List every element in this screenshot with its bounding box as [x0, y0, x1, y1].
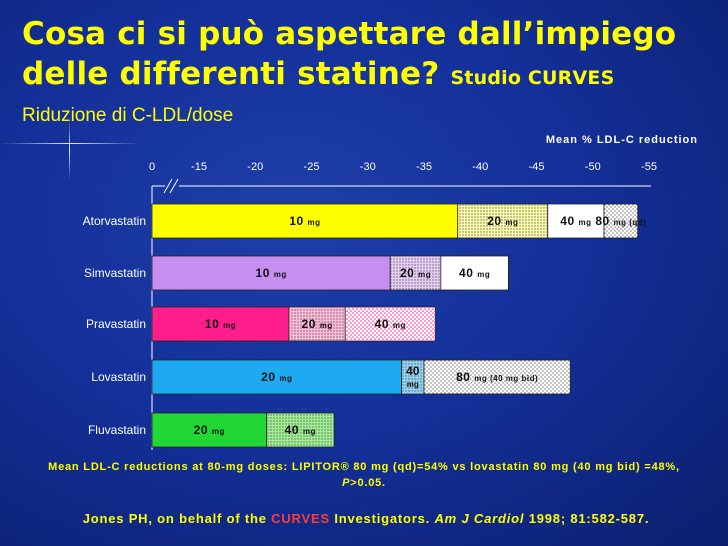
segment-dose-label: 40 mg	[459, 266, 490, 280]
bar-segment-pattern	[289, 307, 346, 341]
x-tick-label: -15	[191, 161, 207, 173]
bar-segment	[151, 306, 290, 342]
bar-segment	[151, 412, 267, 448]
sparkle-decoration-vertical	[69, 120, 70, 180]
category-label: Simvastatin	[84, 266, 146, 280]
citation: Jones PH, on behalf of the CURVES Invest…	[8, 511, 724, 526]
x-tick-label: -50	[585, 161, 601, 173]
x-tick-label: 0	[149, 161, 155, 173]
segment-dose-label: 10 mg	[205, 317, 236, 331]
footnote-p: P	[342, 477, 351, 489]
segment-dose-label: 40	[406, 364, 420, 378]
x-tick-label: -55	[641, 161, 657, 173]
category-label: Lovastatin	[91, 370, 146, 384]
footnote-p-value: >0.05.	[350, 477, 386, 489]
bar-segment-pattern	[266, 413, 334, 447]
footnote: Mean LDL-C reductions at 80-mg doses: LI…	[12, 459, 716, 491]
bar-segment-pattern	[604, 204, 638, 238]
bar-segment	[151, 203, 459, 239]
segment-dose-label: 80 mg (40 mg bid)	[456, 370, 538, 384]
x-tick-label: -40	[472, 161, 488, 173]
category-label: Atorvastatin	[83, 214, 146, 228]
citation-journal: Am J Cardiol	[434, 511, 525, 526]
segment-dose-label: 20 mg	[487, 214, 518, 228]
citation-authors: Jones PH, on behalf of the	[82, 511, 272, 526]
bar-segment	[547, 203, 605, 239]
x-tick-label: -20	[247, 161, 263, 173]
title-study-name: Studio CURVES	[450, 67, 615, 89]
bar-segment	[151, 359, 402, 395]
category-label: Fluvastatin	[88, 423, 146, 437]
x-axis-title: Mean % LDL-C reduction	[545, 134, 698, 146]
segment-dose-label: 40 mg	[285, 423, 316, 437]
citation-study: CURVES	[271, 511, 330, 526]
citation-ref: 1998; 81:582-587.	[524, 511, 650, 526]
bar-segment-pattern	[424, 360, 571, 394]
segment-unit-label: mg	[407, 380, 419, 389]
title-line1: Cosa ci si può aspettare dall’impiego	[22, 16, 677, 52]
x-tick-label: -45	[529, 161, 545, 173]
x-tick-label: -25	[304, 161, 320, 173]
segment-dose-label: 20 mg	[302, 317, 333, 331]
segment-dose-label: 20 mg	[261, 370, 292, 384]
bar-segment	[440, 255, 509, 291]
axis-break-mark	[163, 178, 173, 194]
segment-dose-label: 20 mg	[194, 423, 225, 437]
x-tick-label: -30	[360, 161, 376, 173]
segment-dose-label: 40 mg	[375, 317, 406, 331]
bar-segment-pattern	[345, 307, 436, 341]
segment-dose-label: 80 mg (qd)	[595, 214, 646, 228]
slide-title: Cosa ci si può aspettare dall’impiego de…	[22, 14, 722, 98]
citation-investigators: Investigators.	[329, 511, 435, 526]
axis-break-mark	[169, 178, 179, 194]
title-line2: delle differenti statine?	[22, 56, 440, 92]
segment-dose-label: 20 mg	[400, 266, 431, 280]
segment-dose-label: 40 mg	[560, 214, 591, 228]
segment-dose-label: 10 mg	[289, 214, 320, 228]
bar-segment-pattern	[390, 256, 441, 290]
bar-segment-pattern	[457, 204, 548, 238]
bar-segment-pattern	[401, 360, 424, 394]
sparkle-decoration	[0, 143, 140, 144]
slide-subtitle: Riduzione di C-LDL/dose	[22, 105, 234, 126]
category-label: Pravastatin	[86, 317, 146, 331]
segment-dose-label: 10 mg	[256, 266, 287, 280]
x-tick-label: -35	[416, 161, 432, 173]
footnote-line1: Mean LDL-C reductions at 80-mg doses: LI…	[48, 461, 680, 473]
